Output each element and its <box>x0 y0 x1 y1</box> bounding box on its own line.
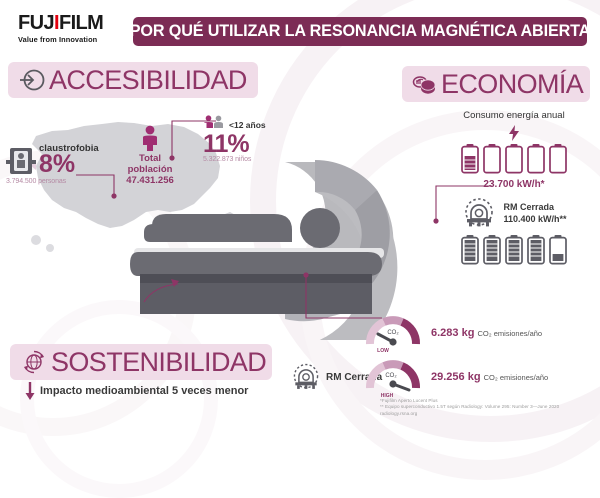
claustrofobia-label: claustrofobia <box>39 143 99 154</box>
gauge-high-unit: CO₂ emisiones/año <box>483 373 549 382</box>
poblacion-label-2: población <box>127 164 173 175</box>
fujifilm-logo: FUJIFILM Value from Innovation <box>18 13 130 44</box>
sost-rm-cerrada-label: RM Cerrada <box>326 371 383 383</box>
section-banner-sostenibilidad: SOSTENIBILIDAD <box>10 344 272 380</box>
closed-mri-icon <box>465 198 494 227</box>
poblacion-label-1: Total <box>139 153 161 164</box>
person-icon <box>143 125 157 151</box>
gauge-low-center-label: CO₂ <box>387 330 399 336</box>
gauge-high-range-label: HIGH <box>381 393 394 398</box>
ninos-value: 11% <box>203 130 250 158</box>
claustrofobia-value: 8% <box>39 150 76 178</box>
battery-icon <box>527 144 545 174</box>
open-mri-battery-row <box>430 144 598 174</box>
footnote-1: *Fujifilm Aperto Lucent Plus <box>380 398 438 403</box>
target-arrow-icon <box>18 67 46 93</box>
battery-icon <box>483 144 501 174</box>
battery-icon <box>505 235 523 265</box>
battery-icon <box>461 144 479 174</box>
footnotes: *Fujifilm Aperto Lucent Plus ** Equipo s… <box>380 398 595 417</box>
page-title: ¿POR QUÉ UTILIZAR LA RESONANCIA MAGNÉTIC… <box>120 22 600 40</box>
lightning-bolt-icon <box>509 125 519 141</box>
co2-gauge-low-icon: CO₂ LOW <box>366 316 420 354</box>
gauge-high-block: CO₂ HIGH 29.256 kg CO₂ emisiones/año <box>365 356 548 398</box>
impacto-medioambiental-line: Impacto medioambiental 5 veces menor <box>24 382 248 400</box>
sost-rm-cerrada-block: RM Cerrada <box>290 362 382 392</box>
co2-gauge-high-icon: CO₂ HIGH <box>366 360 420 398</box>
section-label-sostenibilidad: SOSTENIBILIDAD <box>51 347 267 377</box>
closed-mri-icon <box>293 363 319 389</box>
claustrophobia-icon <box>6 146 36 178</box>
gauge-high-value-row: 29.256 kg CO₂ emisiones/año <box>431 371 548 383</box>
open-mri-kwh-value: 23.700 kW/h* <box>483 179 545 190</box>
closed-mri-block: RM Cerrada 110.400 kW/h** <box>430 197 598 229</box>
logo-red-i: I <box>53 12 60 34</box>
footnote-2: ** Equipo superconductivo 1.5T según Rad… <box>380 404 560 416</box>
ninos-caption: 5.322.873 niños <box>203 156 252 163</box>
closed-mri-kwh-value: 110.400 kW/h** <box>503 214 567 224</box>
claustrofobia-caption: 3.794.500 personas <box>6 178 67 185</box>
section-label-accesibilidad: ACCESIBILIDAD <box>49 65 247 95</box>
impacto-text: Impacto medioambiental 5 veces menor <box>40 385 249 397</box>
gauge-low-block: CO₂ LOW 6.283 kg CO₂ emisiones/año <box>365 312 542 354</box>
gauge-low-unit: CO₂ emisiones/año <box>477 329 543 338</box>
battery-icon <box>461 235 479 265</box>
gauge-high-value: 29.256 kg <box>431 371 481 383</box>
battery-icon <box>549 144 567 174</box>
logo-text-2: FILM <box>58 12 104 34</box>
battery-icon <box>549 235 567 265</box>
gauge-high-center-label: CO₂ <box>385 373 397 379</box>
battery-icon <box>505 144 523 174</box>
stat-poblacion: Total población 47.431.256 <box>110 125 190 186</box>
section-label-economia: ECONOMÍA <box>441 69 584 99</box>
gauge-low-range-label: LOW <box>377 348 389 354</box>
battery-icon <box>483 235 501 265</box>
gauge-low-value-row: 6.283 kg CO₂ emisiones/año <box>431 327 542 339</box>
coins-icon <box>412 72 438 96</box>
page-title-banner: ¿POR QUÉ UTILIZAR LA RESONANCIA MAGNÉTIC… <box>120 17 600 46</box>
ninos-label: <12 años <box>229 119 266 130</box>
poblacion-value: 47.431.256 <box>126 175 174 186</box>
recycle-globe-icon <box>20 349 48 375</box>
section-banner-economia: ECONOMÍA <box>402 66 590 102</box>
economia-content: Consumo energía anual <box>430 110 598 265</box>
consumo-title: Consumo energía anual <box>463 110 565 121</box>
gauge-low-value: 6.283 kg <box>431 327 475 339</box>
logo-text-1: FUJ <box>18 12 55 34</box>
arrow-down-icon <box>25 382 35 400</box>
closed-mri-label: RM Cerrada <box>503 202 554 212</box>
closed-mri-battery-row <box>430 235 598 265</box>
logo-wordmark: FUJIFILM <box>18 13 130 33</box>
battery-icon <box>527 235 545 265</box>
stat-ninos: <12 años 11% 5.322.873 niños <box>203 115 295 163</box>
section-banner-accesibilidad: ACCESIBILIDAD <box>8 62 258 170</box>
logo-tagline: Value from Innovation <box>18 35 98 44</box>
stat-claustrofobia: claustrofobia 8% 3.794.500 personas <box>6 143 126 185</box>
